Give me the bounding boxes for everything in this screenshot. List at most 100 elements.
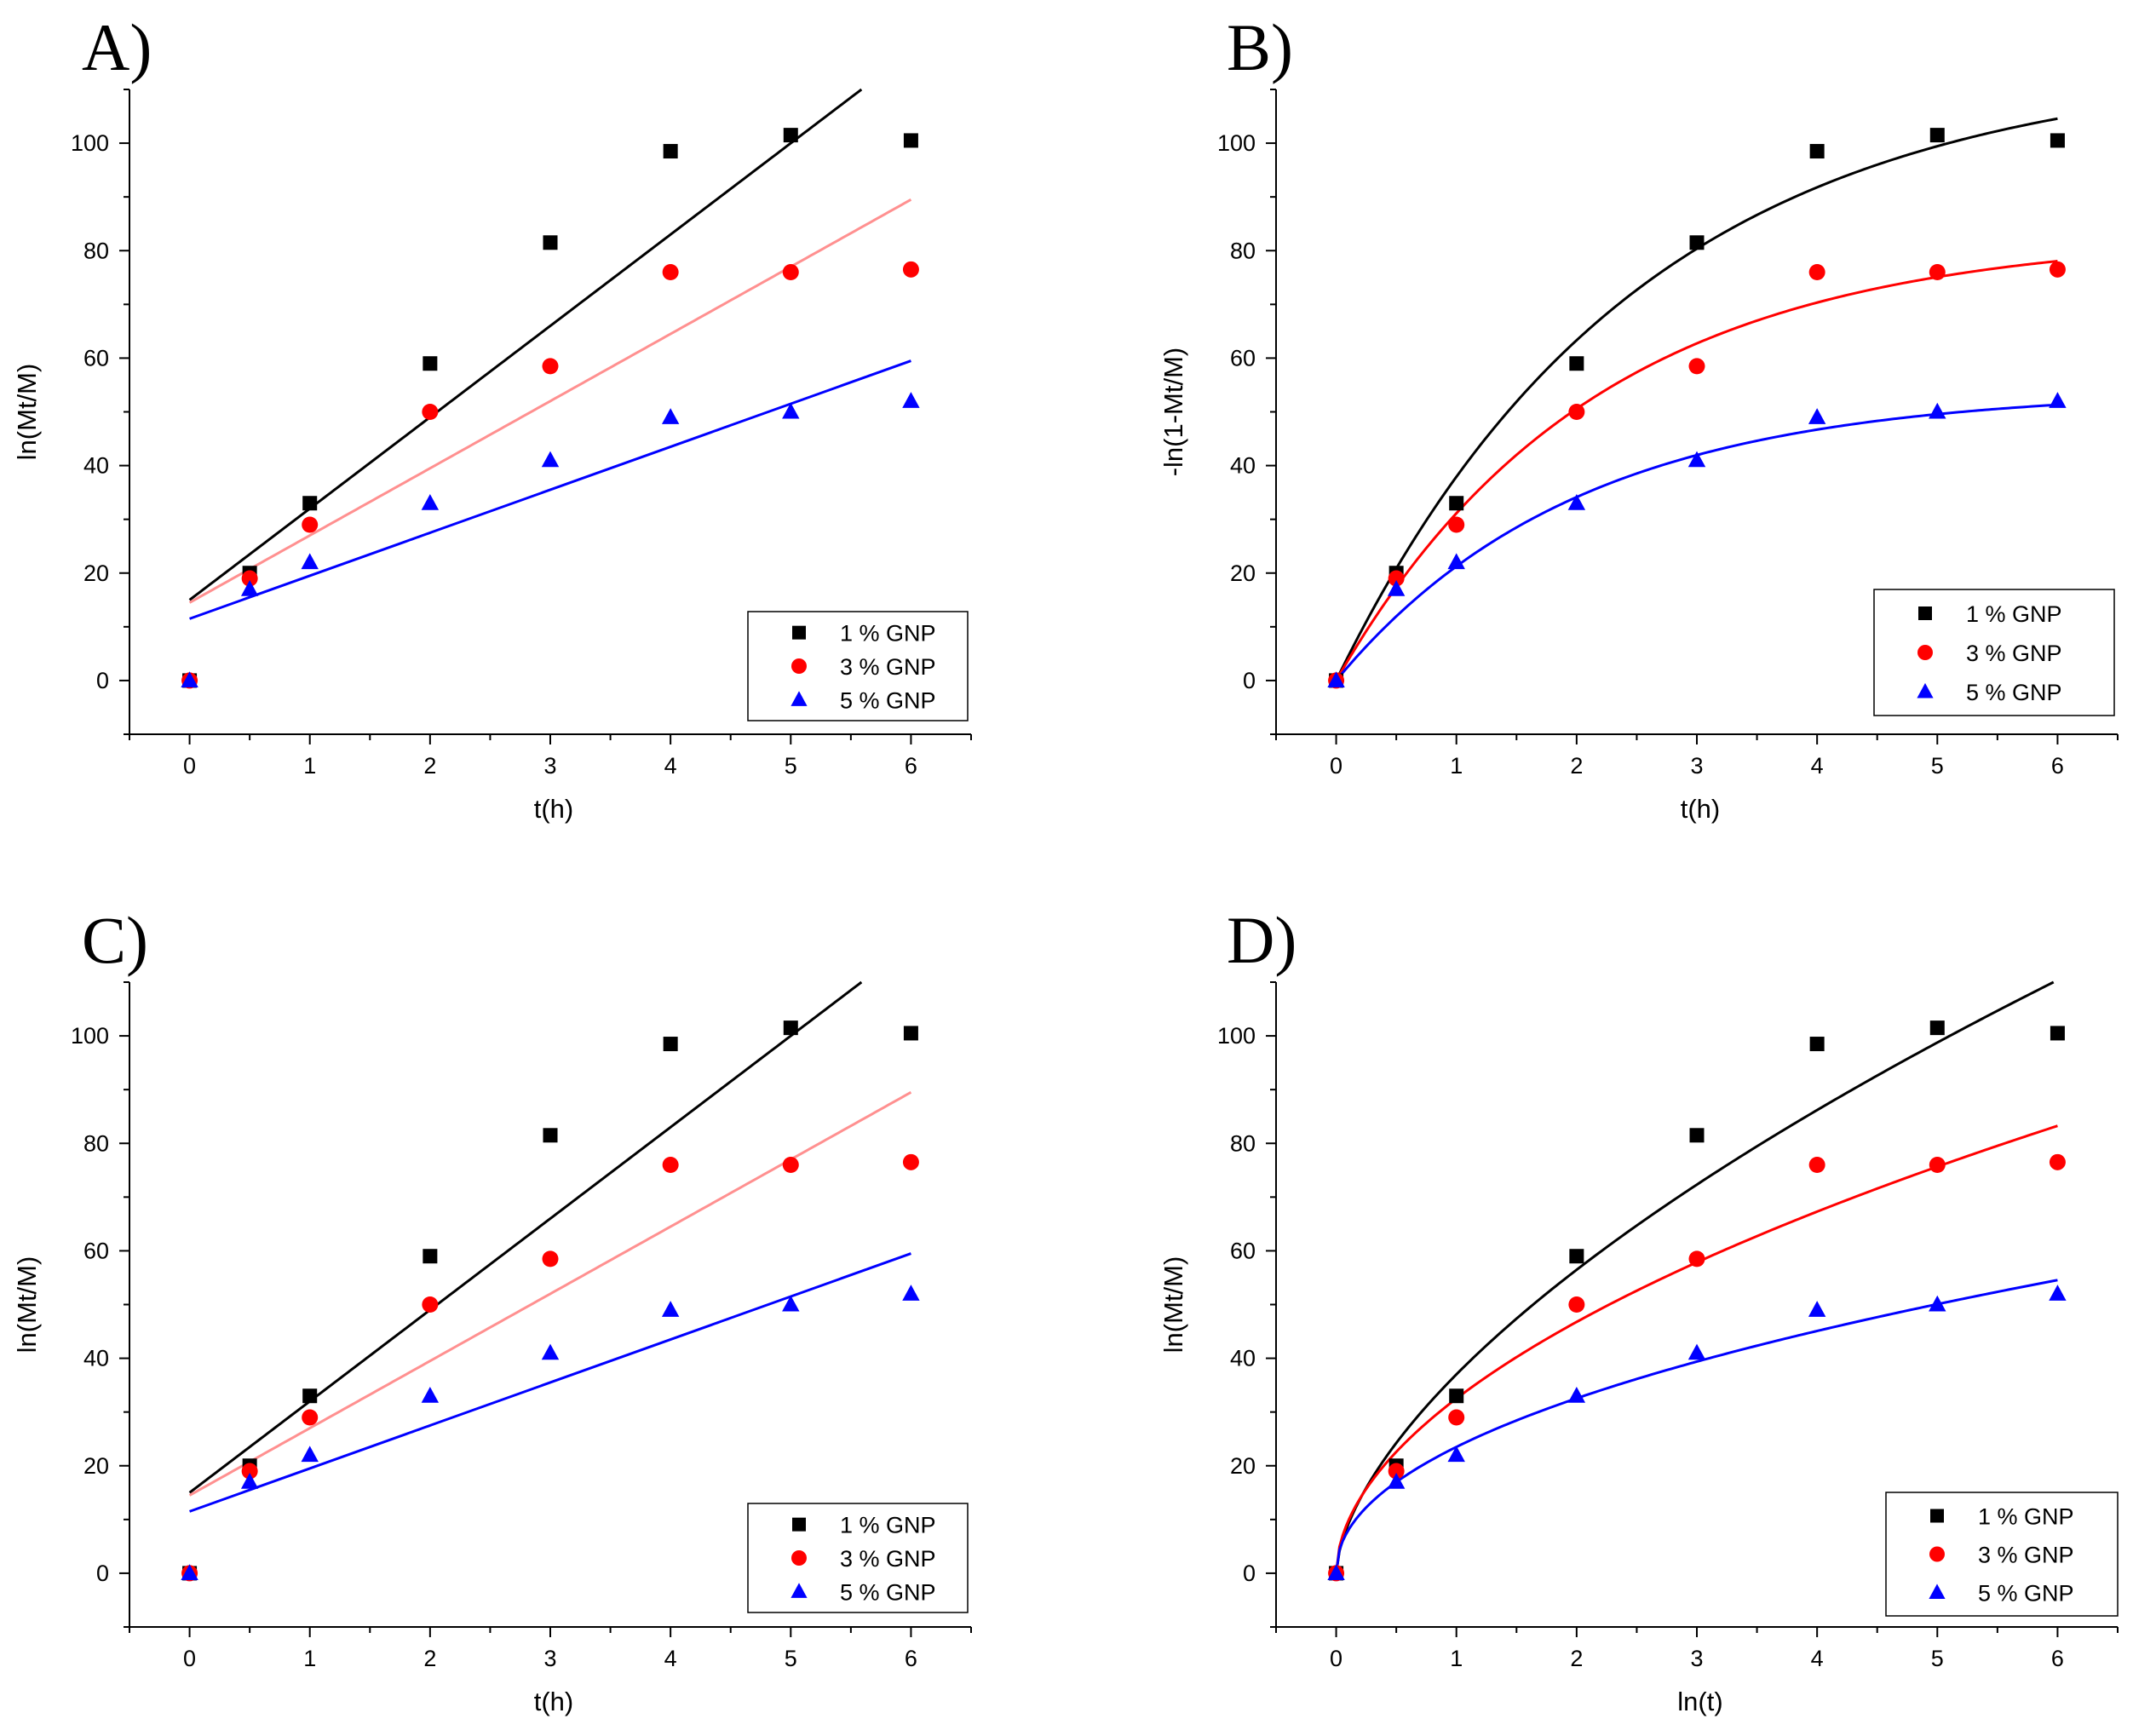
y-axis-title: -ln(1-Mt/M) xyxy=(1158,348,1188,477)
y-axis-title: ln(Mt/M) xyxy=(1158,1256,1188,1354)
panel-letter: A) xyxy=(82,10,152,84)
y-tick-label: 60 xyxy=(1230,345,1256,371)
data-point-series-3 xyxy=(421,494,440,510)
data-point-series-2 xyxy=(662,1156,679,1173)
data-point-series-3 xyxy=(541,451,560,468)
legend-marker-series-3 xyxy=(1917,682,1934,698)
data-point-series-3 xyxy=(301,553,319,570)
data-point-series-2 xyxy=(1388,570,1405,587)
x-tick-label: 6 xyxy=(905,1646,917,1671)
legend-label-series-1: 1 % GNP xyxy=(1966,601,2062,627)
legend-label-series-3: 5 % GNP xyxy=(840,687,936,713)
y-tick-label: 100 xyxy=(71,130,109,156)
x-tick-label: 5 xyxy=(1931,1646,1944,1671)
data-point-series-3 xyxy=(1327,1564,1345,1580)
x-tick-label: 5 xyxy=(1931,753,1944,779)
data-point-series-1 xyxy=(1689,235,1705,250)
data-point-series-1 xyxy=(423,356,438,371)
data-point-series-3 xyxy=(301,1446,319,1463)
y-tick-label: 100 xyxy=(1217,1023,1256,1049)
legend-marker-series-2 xyxy=(1929,1546,1945,1562)
fit-line-series-1 xyxy=(1335,980,2055,1574)
data-point-series-2 xyxy=(902,1153,919,1170)
data-point-series-2 xyxy=(1388,1463,1405,1480)
data-point-series-1 xyxy=(663,1037,678,1052)
fit-line-series-1 xyxy=(188,88,863,601)
data-point-series-1 xyxy=(903,133,918,148)
data-point-series-3 xyxy=(181,671,198,687)
data-point-series-3 xyxy=(421,1387,440,1403)
data-point-series-2 xyxy=(1568,404,1585,420)
y-tick-label: 60 xyxy=(83,345,109,371)
data-point-series-2 xyxy=(662,263,679,280)
legend-label-series-1: 1 % GNP xyxy=(840,621,936,647)
x-tick-label: 3 xyxy=(1690,753,1703,779)
data-point-series-1 xyxy=(783,1020,798,1036)
data-point-series-3 xyxy=(1687,451,1706,468)
x-axis-title: t(h) xyxy=(534,1687,574,1716)
data-point-series-3 xyxy=(1327,671,1345,687)
x-tick-label: 3 xyxy=(543,753,556,779)
y-tick-label: 20 xyxy=(83,560,109,586)
data-point-series-2 xyxy=(241,1463,258,1480)
x-tick-label: 2 xyxy=(1570,1646,1583,1671)
x-tick-label: 1 xyxy=(303,753,316,779)
legend-marker-series-2 xyxy=(791,1550,807,1566)
x-tick-label: 0 xyxy=(183,753,196,779)
x-tick-label: 0 xyxy=(1330,753,1342,779)
x-axis-title: t(h) xyxy=(534,794,574,824)
data-point-series-2 xyxy=(302,1409,319,1426)
data-point-series-1 xyxy=(783,128,798,143)
data-point-series-3 xyxy=(541,1343,560,1360)
data-point-series-1 xyxy=(1809,1037,1825,1052)
legend-label-series-2: 3 % GNP xyxy=(1966,641,2062,666)
data-point-series-3 xyxy=(902,1285,920,1301)
data-point-series-3 xyxy=(1687,1343,1706,1360)
legend-label-series-2: 3 % GNP xyxy=(840,654,936,680)
data-point-series-3 xyxy=(240,579,259,596)
panel-letter: D) xyxy=(1227,903,1296,977)
data-point-series-1 xyxy=(1449,496,1464,511)
legend-marker-series-3 xyxy=(791,691,808,706)
y-tick-label: 20 xyxy=(1230,560,1256,586)
legend-label-series-2: 3 % GNP xyxy=(840,1546,936,1572)
legend-marker-series-3 xyxy=(1929,1584,1946,1600)
data-point-series-2 xyxy=(2049,1153,2066,1170)
data-point-series-2 xyxy=(1808,1156,1825,1173)
data-point-series-3 xyxy=(1567,1387,1586,1403)
data-point-series-1 xyxy=(1689,1128,1705,1143)
legend-label-series-3: 5 % GNP xyxy=(1978,1581,2074,1607)
y-tick-label: 0 xyxy=(1243,668,1256,693)
legend-marker-series-3 xyxy=(791,1583,808,1598)
data-point-series-1 xyxy=(2050,133,2065,148)
x-tick-label: 0 xyxy=(1330,1646,1342,1671)
legend-marker-series-1 xyxy=(792,1517,806,1532)
data-point-series-1 xyxy=(2050,1026,2065,1041)
fit-line-series-2 xyxy=(188,198,912,604)
data-point-series-2 xyxy=(2049,261,2066,278)
data-point-series-2 xyxy=(902,261,919,278)
data-point-series-3 xyxy=(1929,1295,1946,1312)
x-tick-label: 2 xyxy=(423,753,436,779)
data-point-series-3 xyxy=(1808,1301,1826,1317)
legend-box xyxy=(747,1503,969,1613)
y-tick-label: 0 xyxy=(1243,1561,1256,1586)
legend-label-series-1: 1 % GNP xyxy=(840,1513,936,1538)
legend-marker-series-1 xyxy=(1930,1509,1944,1523)
data-point-series-1 xyxy=(302,1388,318,1404)
data-point-series-3 xyxy=(181,1564,198,1580)
panel-letter: C) xyxy=(82,903,148,977)
x-tick-label: 3 xyxy=(543,1646,556,1671)
y-tick-label: 80 xyxy=(83,1130,109,1156)
x-tick-label: 1 xyxy=(1450,1646,1463,1671)
y-tick-label: 60 xyxy=(1230,1238,1256,1263)
x-tick-label: 4 xyxy=(1811,753,1824,779)
data-point-series-2 xyxy=(1688,358,1705,375)
data-point-series-1 xyxy=(543,235,558,250)
y-tick-label: 0 xyxy=(96,1561,109,1586)
data-point-series-1 xyxy=(423,1249,438,1264)
